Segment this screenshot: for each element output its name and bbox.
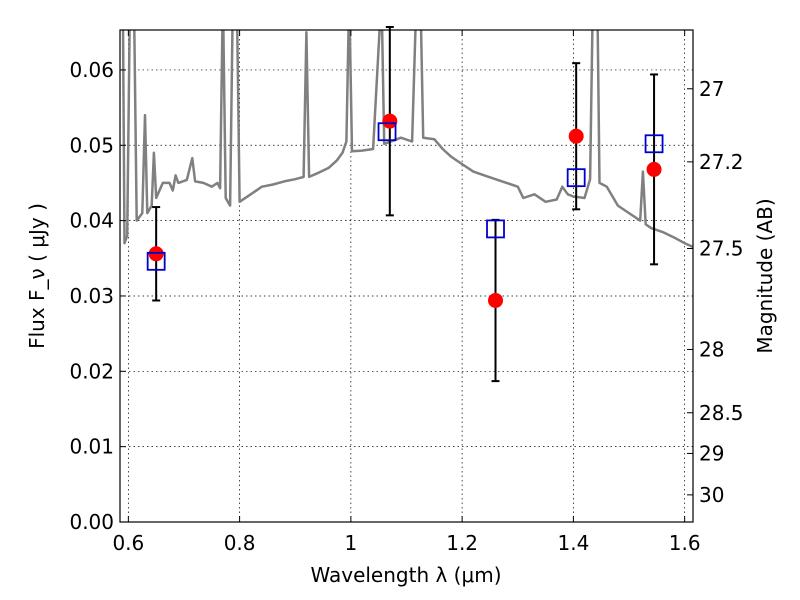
y-tick-label: 0.00 [69, 510, 114, 534]
model-band-flux-point [486, 219, 505, 239]
y-tick-label: 0.05 [69, 133, 114, 157]
y-tick-label: 0.02 [69, 359, 114, 383]
observed-flux-point [148, 246, 164, 262]
y2-tick-label: 28 [699, 337, 724, 361]
y2-tick-label: 30 [699, 483, 724, 507]
observed-flux-point [646, 161, 662, 177]
model-band-flux-point [566, 168, 586, 188]
axis-ticks: 0.6 0.8 1 1.2 1.4 1.6 0.00 0.01 0.02 0.03 0.04 0.05… [69, 30, 744, 555]
model-band-flux-point [644, 134, 664, 154]
model-band-flux-point [377, 122, 397, 142]
y-axis-label: Flux F_ν ( μJy ) [25, 203, 49, 349]
x-tick-label: 0.6 [112, 531, 144, 555]
y-tick-label: 0.06 [69, 58, 114, 82]
x-tick-label: 1.4 [557, 531, 589, 555]
plot-frame [119, 29, 694, 523]
y2-tick-label: 27.5 [699, 236, 744, 260]
observed-flux-point [568, 128, 584, 144]
y-tick-label: 0.04 [69, 209, 114, 233]
model-spectrum-layer [121, 30, 693, 249]
y2-axis-label: Magnitude (AB) [753, 198, 777, 353]
x-tick-label: 1.2 [446, 531, 478, 555]
y2-tick-label: 29 [699, 441, 724, 465]
observed-flux-point [488, 292, 504, 308]
model-band-flux-point [146, 251, 166, 271]
x-tick-label: 1.6 [669, 531, 701, 555]
observed-flux-point [382, 113, 398, 129]
y2-tick-label: 27.2 [699, 150, 744, 174]
x-axis-label: Wavelength λ (μm) [310, 563, 501, 587]
y-tick-label: 0.03 [69, 284, 114, 308]
x-tick-label: 1 [345, 531, 358, 555]
y2-tick-label: 28.5 [699, 401, 744, 425]
y-tick-label: 0.01 [69, 435, 114, 459]
y2-tick-label: 27 [699, 77, 724, 101]
data-points-layer [146, 113, 664, 308]
model-spectrum-line [121, 30, 693, 249]
x-tick-label: 0.8 [224, 531, 256, 555]
